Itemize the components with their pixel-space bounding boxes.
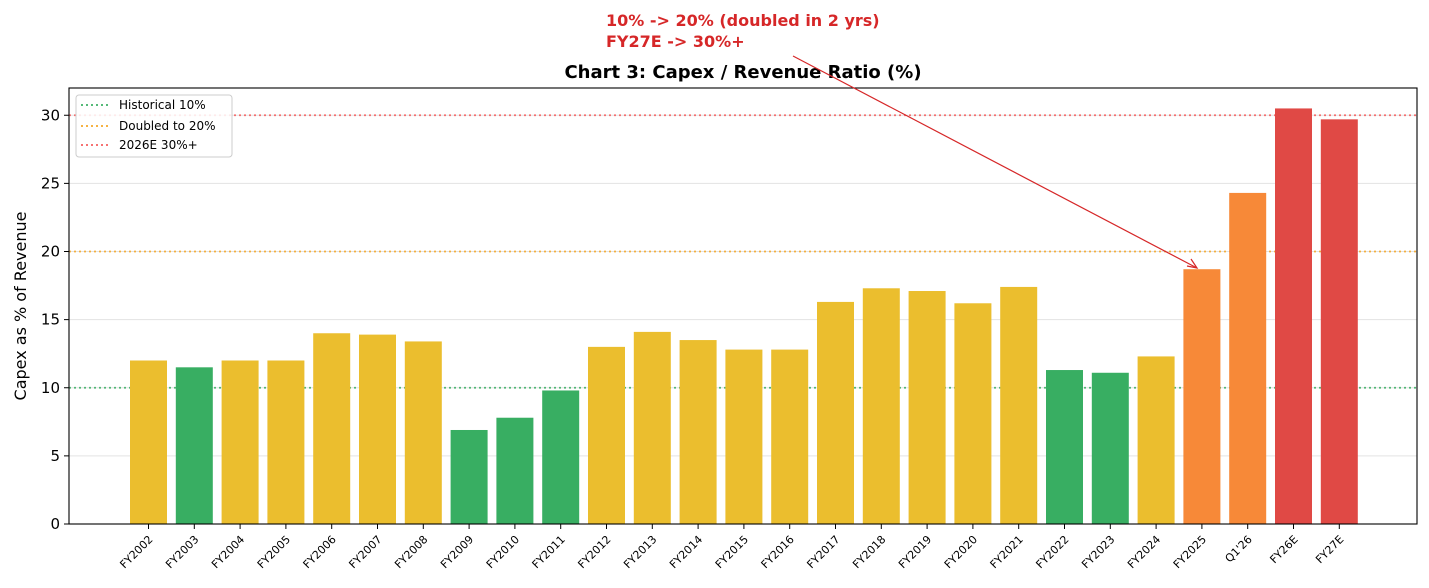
y-tick-label-5: 5 (50, 447, 60, 465)
y-axis-ticks: 0 5 10 15 20 25 30 (41, 106, 69, 533)
bar-FY2005 (267, 360, 305, 524)
annotation: 10% -> 20% (doubled in 2 yrs) FY27E -> 3… (606, 11, 1199, 269)
y-axis-label: Capex as % of Revenue (11, 212, 30, 401)
x-tick-label-FY2016: FY2016 (759, 533, 797, 571)
x-tick-label-FY2009: FY2009 (438, 533, 476, 571)
bar-FY2020 (954, 303, 992, 524)
x-tick-label-Q1'26: Q1'26 (1223, 533, 1255, 565)
x-axis-ticks: FY2002 FY2003 FY2004 FY2005 FY2006 FY2007 FY20… (117, 524, 1346, 571)
annotation-line-2: FY27E -> 30%+ (606, 32, 745, 51)
bar-FY2009 (450, 429, 488, 524)
x-tick-label-FY2008: FY2008 (392, 533, 430, 571)
bar-FY2011 (542, 390, 580, 524)
y-tick-label-20: 20 (41, 243, 60, 261)
bar-FY2014 (679, 340, 717, 524)
bar-FY26E (1275, 108, 1312, 524)
bar-FY27E (1320, 119, 1358, 525)
chart-title: Chart 3: Capex / Revenue Ratio (%) (564, 62, 921, 83)
bar-FY2025 (1183, 269, 1221, 524)
bar-FY2004 (221, 360, 259, 524)
x-tick-label-FY2021: FY2021 (988, 533, 1026, 571)
bar-FY2002 (130, 360, 167, 524)
x-tick-label-FY2023: FY2023 (1079, 533, 1117, 571)
x-tick-label-FY2024: FY2024 (1125, 533, 1163, 571)
y-tick-label-0: 0 (50, 515, 60, 533)
legend-label-doubled: Doubled to 20% (119, 119, 216, 133)
y-tick-label-25: 25 (41, 174, 60, 192)
x-tick-label-FY2004: FY2004 (209, 533, 247, 571)
x-tick-label-FY2010: FY2010 (484, 533, 522, 571)
x-tick-label-FY2011: FY2011 (530, 533, 568, 571)
bar-FY2023 (1091, 372, 1129, 524)
x-tick-label-FY2005: FY2005 (255, 533, 293, 571)
bar-FY2019 (908, 291, 946, 524)
x-tick-label-FY2013: FY2013 (621, 533, 659, 571)
bar-FY2013 (633, 331, 671, 524)
plot-frame (68, 87, 1418, 525)
x-tick-label-FY2014: FY2014 (667, 533, 705, 571)
bar-FY2016 (771, 349, 809, 524)
annotation-arrow (792, 55, 1198, 269)
legend-label-historical: Historical 10% (119, 98, 206, 112)
legend-label-2026e: 2026E 30%+ (119, 138, 198, 152)
x-tick-label-FY2012: FY2012 (575, 533, 613, 571)
bar-FY2022 (1046, 370, 1083, 524)
bar-FY2008 (404, 341, 442, 524)
legend: Historical 10% Doubled to 20% 2026E 30%+ (75, 94, 233, 158)
legend-box (75, 94, 233, 158)
x-tick-label-FY2019: FY2019 (896, 533, 934, 571)
bars (130, 108, 1358, 525)
x-tick-label-FY2003: FY2003 (163, 533, 201, 571)
bar-Q1'26 (1229, 192, 1267, 524)
y-tick-label-15: 15 (41, 311, 60, 329)
y-tick-label-10: 10 (41, 379, 60, 397)
y-tick-label-30: 30 (41, 106, 60, 124)
bar-FY2006 (313, 333, 351, 524)
bar-FY2010 (496, 417, 534, 524)
bar-FY2021 (1000, 286, 1038, 524)
x-tick-label-FY2025: FY2025 (1171, 533, 1209, 571)
annotation-arrowhead (1186, 258, 1199, 269)
bar-FY2012 (588, 346, 625, 524)
x-tick-label-FY2007: FY2007 (346, 533, 384, 571)
bar-FY2015 (725, 349, 763, 524)
x-tick-label-FY2020: FY2020 (942, 533, 980, 571)
x-tick-label-FY2015: FY2015 (713, 533, 751, 571)
bar-FY2007 (359, 334, 396, 524)
annotation-line-1: 10% -> 20% (doubled in 2 yrs) (606, 11, 880, 30)
x-tick-label-FY26E: FY26E (1267, 533, 1300, 566)
bar-FY2017 (817, 301, 854, 524)
x-tick-label-FY2017: FY2017 (804, 533, 842, 571)
x-tick-label-FY2018: FY2018 (850, 533, 888, 571)
x-tick-label-FY2006: FY2006 (301, 533, 339, 571)
bar-FY2018 (862, 288, 900, 524)
x-tick-label-FY2022: FY2022 (1033, 533, 1071, 571)
x-tick-label-FY27E: FY27E (1313, 533, 1346, 566)
x-tick-label-FY2002: FY2002 (117, 533, 155, 571)
bar-FY2024 (1137, 356, 1175, 524)
bar-FY2003 (175, 367, 213, 524)
